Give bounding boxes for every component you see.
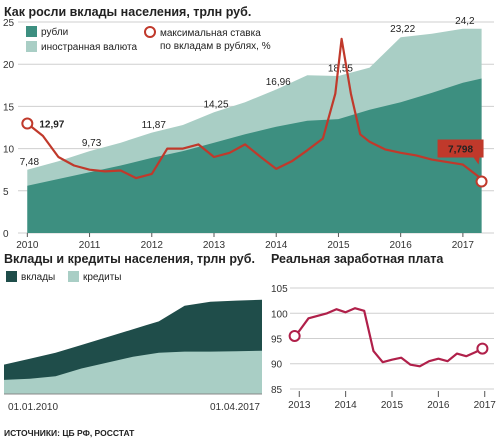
- chart3-y-tick-label: 105: [271, 284, 288, 295]
- chart3-x-tick-label: 2013: [288, 400, 311, 411]
- chart1-rate-line: 12,97 7,798: [21, 37, 488, 188]
- chart1-rate-end-marker: [475, 175, 488, 188]
- chart3-y-tick-label: 90: [271, 360, 283, 371]
- legend-deposits-swatch: [6, 271, 17, 282]
- chart1-x-ticks: 2010 2011 2012 2013 2014 2015 2016 2017: [16, 233, 474, 251]
- chart1-y-tick-label: 20: [3, 60, 15, 71]
- chart1-title: Как росли вклады населения, трлн руб.: [4, 5, 251, 19]
- chart3-y-tick-label: 95: [271, 335, 283, 346]
- chart1-total-label: 14,25: [203, 100, 228, 111]
- chart1-rate-end-label: 7,798: [448, 145, 473, 156]
- chart1-x-tick-label: 2014: [265, 240, 288, 251]
- chart3-wage-line: [288, 307, 489, 368]
- chart1-x-tick-label: 2017: [452, 240, 475, 251]
- legend-rubles-label: рубли: [41, 26, 68, 38]
- chart3-x-tick-label: 2016: [427, 400, 450, 411]
- chart3-title: Реальная заработная плата: [271, 252, 444, 266]
- chart1-rate-start-marker: [21, 117, 34, 130]
- chart3-wage-line-path: [293, 307, 483, 368]
- chart3-x-ticks: 2013 2014 2015 2016 2017: [288, 391, 496, 411]
- chart1-x-tick-label: 2013: [203, 240, 226, 251]
- legend-credits-swatch: [68, 271, 79, 282]
- chart3-x-tick-label: 2014: [335, 400, 358, 411]
- chart1-total-label: 9,73: [82, 138, 102, 149]
- chart2-x-end: 01.04.2017: [210, 402, 260, 413]
- chart2-x-start: 01.01.2010: [8, 402, 58, 413]
- legend-rate-label-line2: по вкладам в рублях, %: [160, 40, 271, 52]
- legend-rate-marker: [144, 26, 156, 38]
- chart1-x-tick-label: 2015: [327, 240, 350, 251]
- chart1-rate-start-label: 12,97: [39, 120, 64, 131]
- source-note: ИСТОЧНИКИ: ЦБ РФ, РОССТАТ: [4, 428, 135, 438]
- chart1-y-tick-label: 25: [3, 18, 15, 29]
- chart3-gridlines: [290, 287, 494, 390]
- chart2-areas: [4, 299, 262, 394]
- chart3-y-ticks: 85 90 95 100 105: [271, 284, 288, 396]
- legend-foreign-swatch: [26, 41, 37, 52]
- chart1-y-ticks: 0 5 10 15 20 25: [3, 18, 15, 240]
- chart1-y-tick-label: 0: [3, 229, 9, 240]
- chart1-y-tick-label: 15: [3, 102, 15, 113]
- legend-rubles-swatch: [26, 26, 37, 37]
- chart3-x-tick-label: 2015: [381, 400, 404, 411]
- chart1-total-label: 16,96: [266, 77, 291, 88]
- chart1-total-label: 11,87: [142, 120, 167, 131]
- chart1-legend: рубли иностранная валюта максимальная ст…: [26, 26, 271, 53]
- chart2-area-credits: [4, 350, 262, 394]
- chart1-total-label: 24,2: [455, 16, 475, 27]
- chart1-x-tick-label: 2011: [79, 240, 101, 251]
- chart1-x-tick-label: 2012: [141, 240, 164, 251]
- chart1-total-labels: 7,48 9,73 11,87 14,25 16,96 18,55 23,22 24,2: [20, 16, 475, 168]
- chart1-y-tick-label: 10: [3, 145, 15, 156]
- chart1-area-rubles: [27, 78, 482, 233]
- legend-credits-label: кредиты: [83, 272, 121, 283]
- chart3-wage-end-marker: [476, 342, 489, 355]
- chart1-x-tick-label: 2010: [16, 240, 39, 251]
- chart1-total-label: 23,22: [390, 24, 415, 35]
- chart1-areas: [27, 28, 482, 233]
- chart3-wage-start-marker: [288, 329, 301, 342]
- chart1-total-label: 7,48: [20, 157, 40, 168]
- legend-rate-label-line1: максимальная ставка: [160, 28, 261, 39]
- chart1-total-label: 18,55: [328, 63, 353, 74]
- chart1-rate-line-path: [26, 37, 483, 183]
- legend-foreign-label: иностранная валюта: [41, 42, 138, 53]
- chart1-rate-end-badge: [437, 139, 484, 158]
- chart2-title: Вклады и кредиты населения, трлн руб.: [4, 252, 255, 266]
- chart3-y-tick-label: 100: [271, 309, 288, 320]
- chart1-y-tick-label: 5: [3, 187, 9, 198]
- chart2-legend: вклады кредиты: [6, 271, 121, 283]
- legend-deposits-label: вклады: [21, 272, 55, 283]
- chart1-rate-end-badge-pointer: [473, 157, 480, 165]
- chart1-x-tick-label: 2016: [390, 240, 413, 251]
- chart3-x-tick-label: 2017: [474, 400, 497, 411]
- chart3-y-tick-label: 85: [271, 385, 283, 396]
